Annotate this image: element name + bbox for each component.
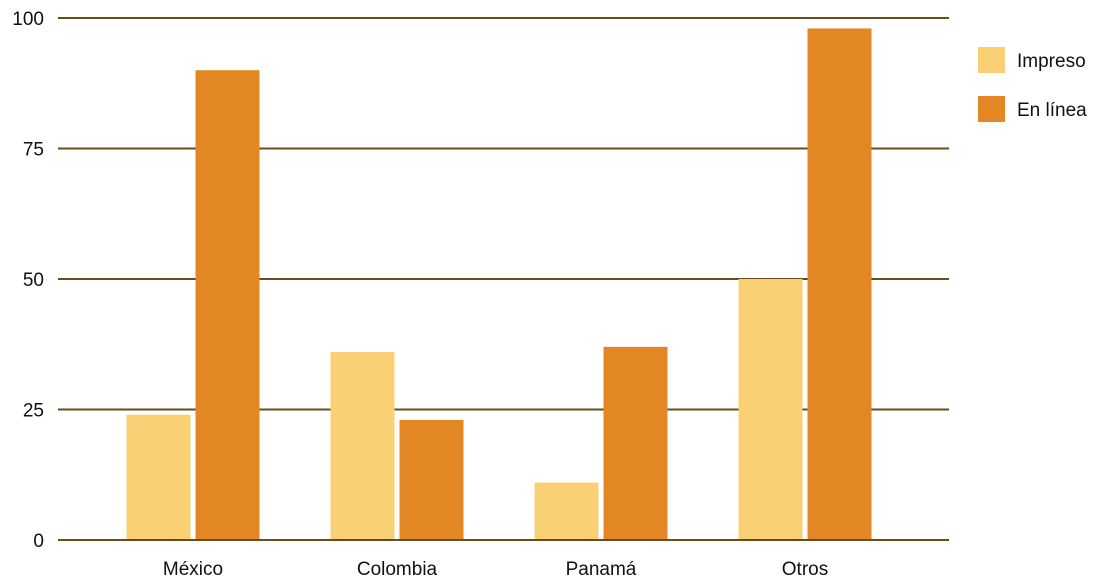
y-tick-label-50: 50 xyxy=(23,270,44,291)
y-tick-label-25: 25 xyxy=(23,401,44,422)
bar-impreso-0 xyxy=(126,414,191,540)
bar-impreso-2 xyxy=(534,482,599,540)
legend: Impreso En línea xyxy=(978,47,1087,122)
bar-en-línea-2 xyxy=(603,346,668,540)
legend-label-impreso: Impreso xyxy=(1017,51,1086,72)
y-tick-label-100: 100 xyxy=(12,9,44,30)
bar-en-línea-1 xyxy=(399,419,464,540)
bars xyxy=(58,28,949,541)
legend-swatch-en-linea xyxy=(978,96,1005,122)
x-category-label-3: Otros xyxy=(782,559,828,580)
bar-en-línea-3 xyxy=(807,28,872,540)
x-category-label-0: México xyxy=(163,559,223,580)
y-tick-label-75: 75 xyxy=(23,140,44,161)
x-category-label-2: Panamá xyxy=(566,559,637,580)
y-axis-ticks: 0 25 50 75 100 xyxy=(12,9,44,552)
bar-impreso-1 xyxy=(330,352,395,540)
x-axis-categories: México Colombia Panamá Otros xyxy=(163,559,828,580)
legend-swatch-impreso xyxy=(978,47,1005,73)
bar-impreso-3 xyxy=(738,279,803,540)
bar-en-línea-0 xyxy=(195,70,260,540)
y-tick-label-0: 0 xyxy=(33,531,44,552)
x-category-label-1: Colombia xyxy=(357,559,438,580)
legend-label-en-linea: En línea xyxy=(1017,100,1087,121)
